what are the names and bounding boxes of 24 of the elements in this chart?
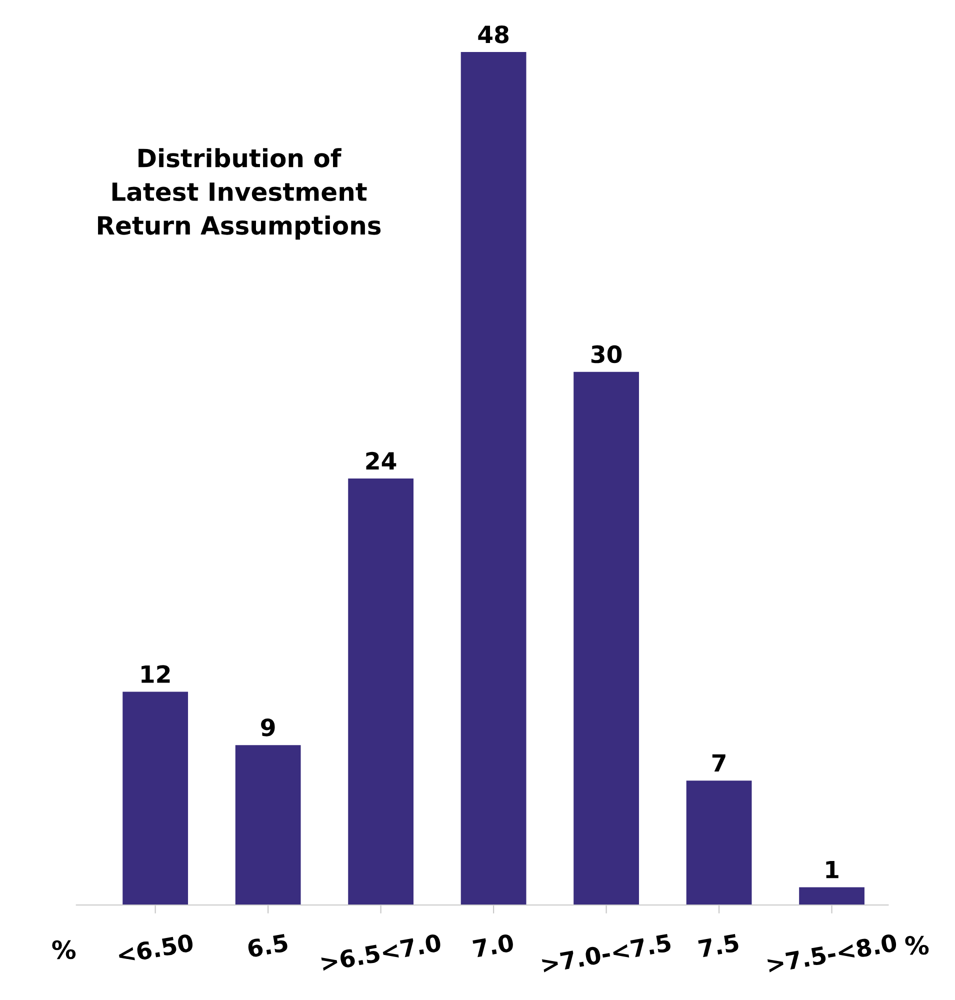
x-tick-label: >7.0-<7.5 [541,933,672,974]
text: % [905,936,929,955]
bar [235,745,301,905]
data-label: 48 [478,25,509,44]
data-label: 30 [591,345,622,364]
data-label: 24 [366,452,396,470]
bar [799,887,864,905]
x-tick-label: 6.5 [247,933,288,958]
data-label: 12 [142,665,170,683]
text: Distribution of Latest Investment Return Assumptions [98,148,381,240]
bar [460,52,526,905]
text: % [52,940,76,960]
bar [122,692,188,905]
x-tick-label: 7.5 [698,934,740,958]
x-tick-label: >6.5<7.0 [320,933,442,972]
bar [348,478,414,905]
x-tick-label: >7.5-<8.0 [766,933,898,974]
bar [574,372,639,905]
x-tick-label: 7.0 [472,933,514,958]
x-tick-label: <6.50 [117,933,194,964]
bar [686,780,752,905]
data-label: 1 [826,860,838,878]
data-label: 9 [261,718,275,736]
data-label: 7 [712,754,726,772]
